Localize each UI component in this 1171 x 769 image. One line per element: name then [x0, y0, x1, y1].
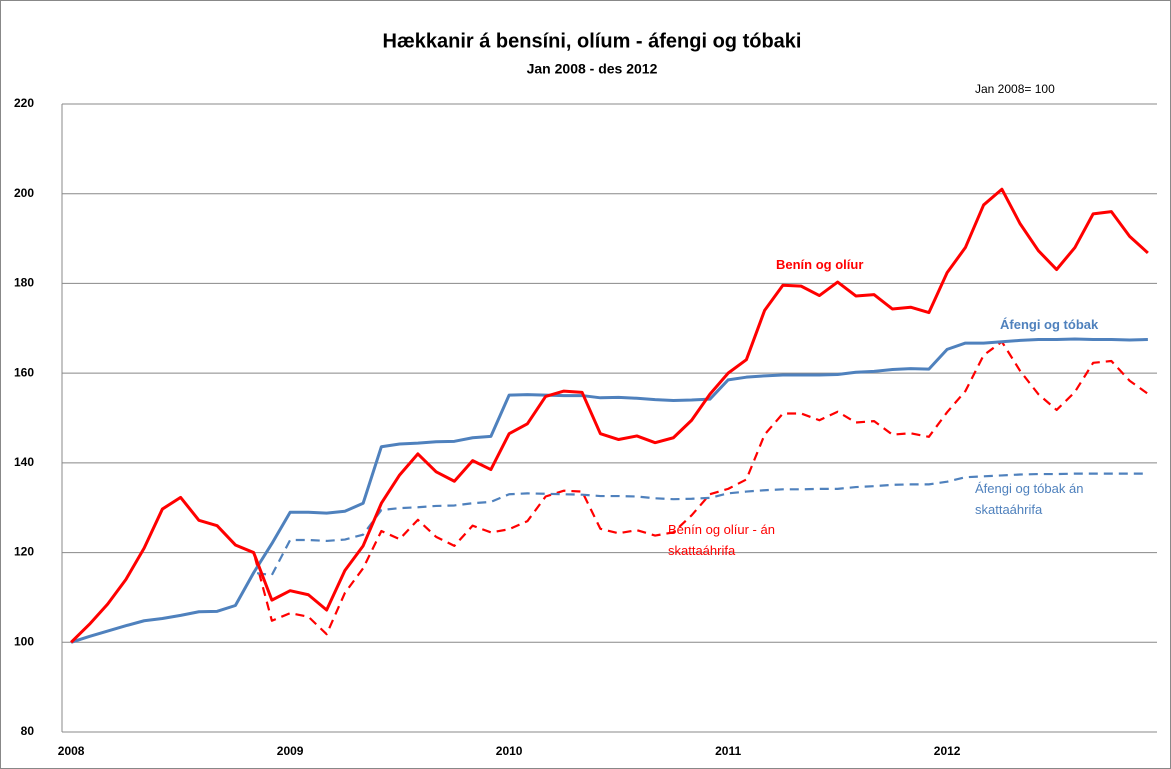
series-label: Áfengi og tóbak án skattaáhrifa	[975, 481, 1084, 517]
y-tick-label: 180	[14, 276, 34, 290]
series-line	[70, 187, 1149, 644]
chart-subtitle: Jan 2008 - des 2012	[527, 61, 658, 77]
series-line	[70, 337, 1148, 644]
series-label: Benín og olíur - án skattaáhrifa	[668, 522, 775, 558]
y-tick-label: 220	[14, 96, 34, 110]
annotation: Jan 2008= 100	[975, 82, 1055, 96]
y-tick-label: 80	[21, 724, 35, 738]
y-tick-label: 100	[14, 634, 34, 648]
y-tick-label: 120	[14, 545, 34, 559]
series-label: Benín og olíur	[776, 257, 864, 272]
chart-title: Hækkanir á bensíni, olíum - áfengi og tó…	[383, 30, 802, 52]
series-label: Áfengi og tóbak	[1000, 317, 1099, 332]
y-tick-label: 160	[14, 365, 34, 379]
x-tick-label: 2012	[934, 744, 961, 758]
y-tick-label: 140	[14, 455, 34, 469]
x-tick-label: 2010	[496, 744, 523, 758]
x-tick-label: 2009	[277, 744, 304, 758]
x-tick-label: 2008	[58, 744, 85, 758]
x-tick-label: 2011	[715, 744, 741, 758]
y-tick-label: 200	[14, 186, 34, 200]
